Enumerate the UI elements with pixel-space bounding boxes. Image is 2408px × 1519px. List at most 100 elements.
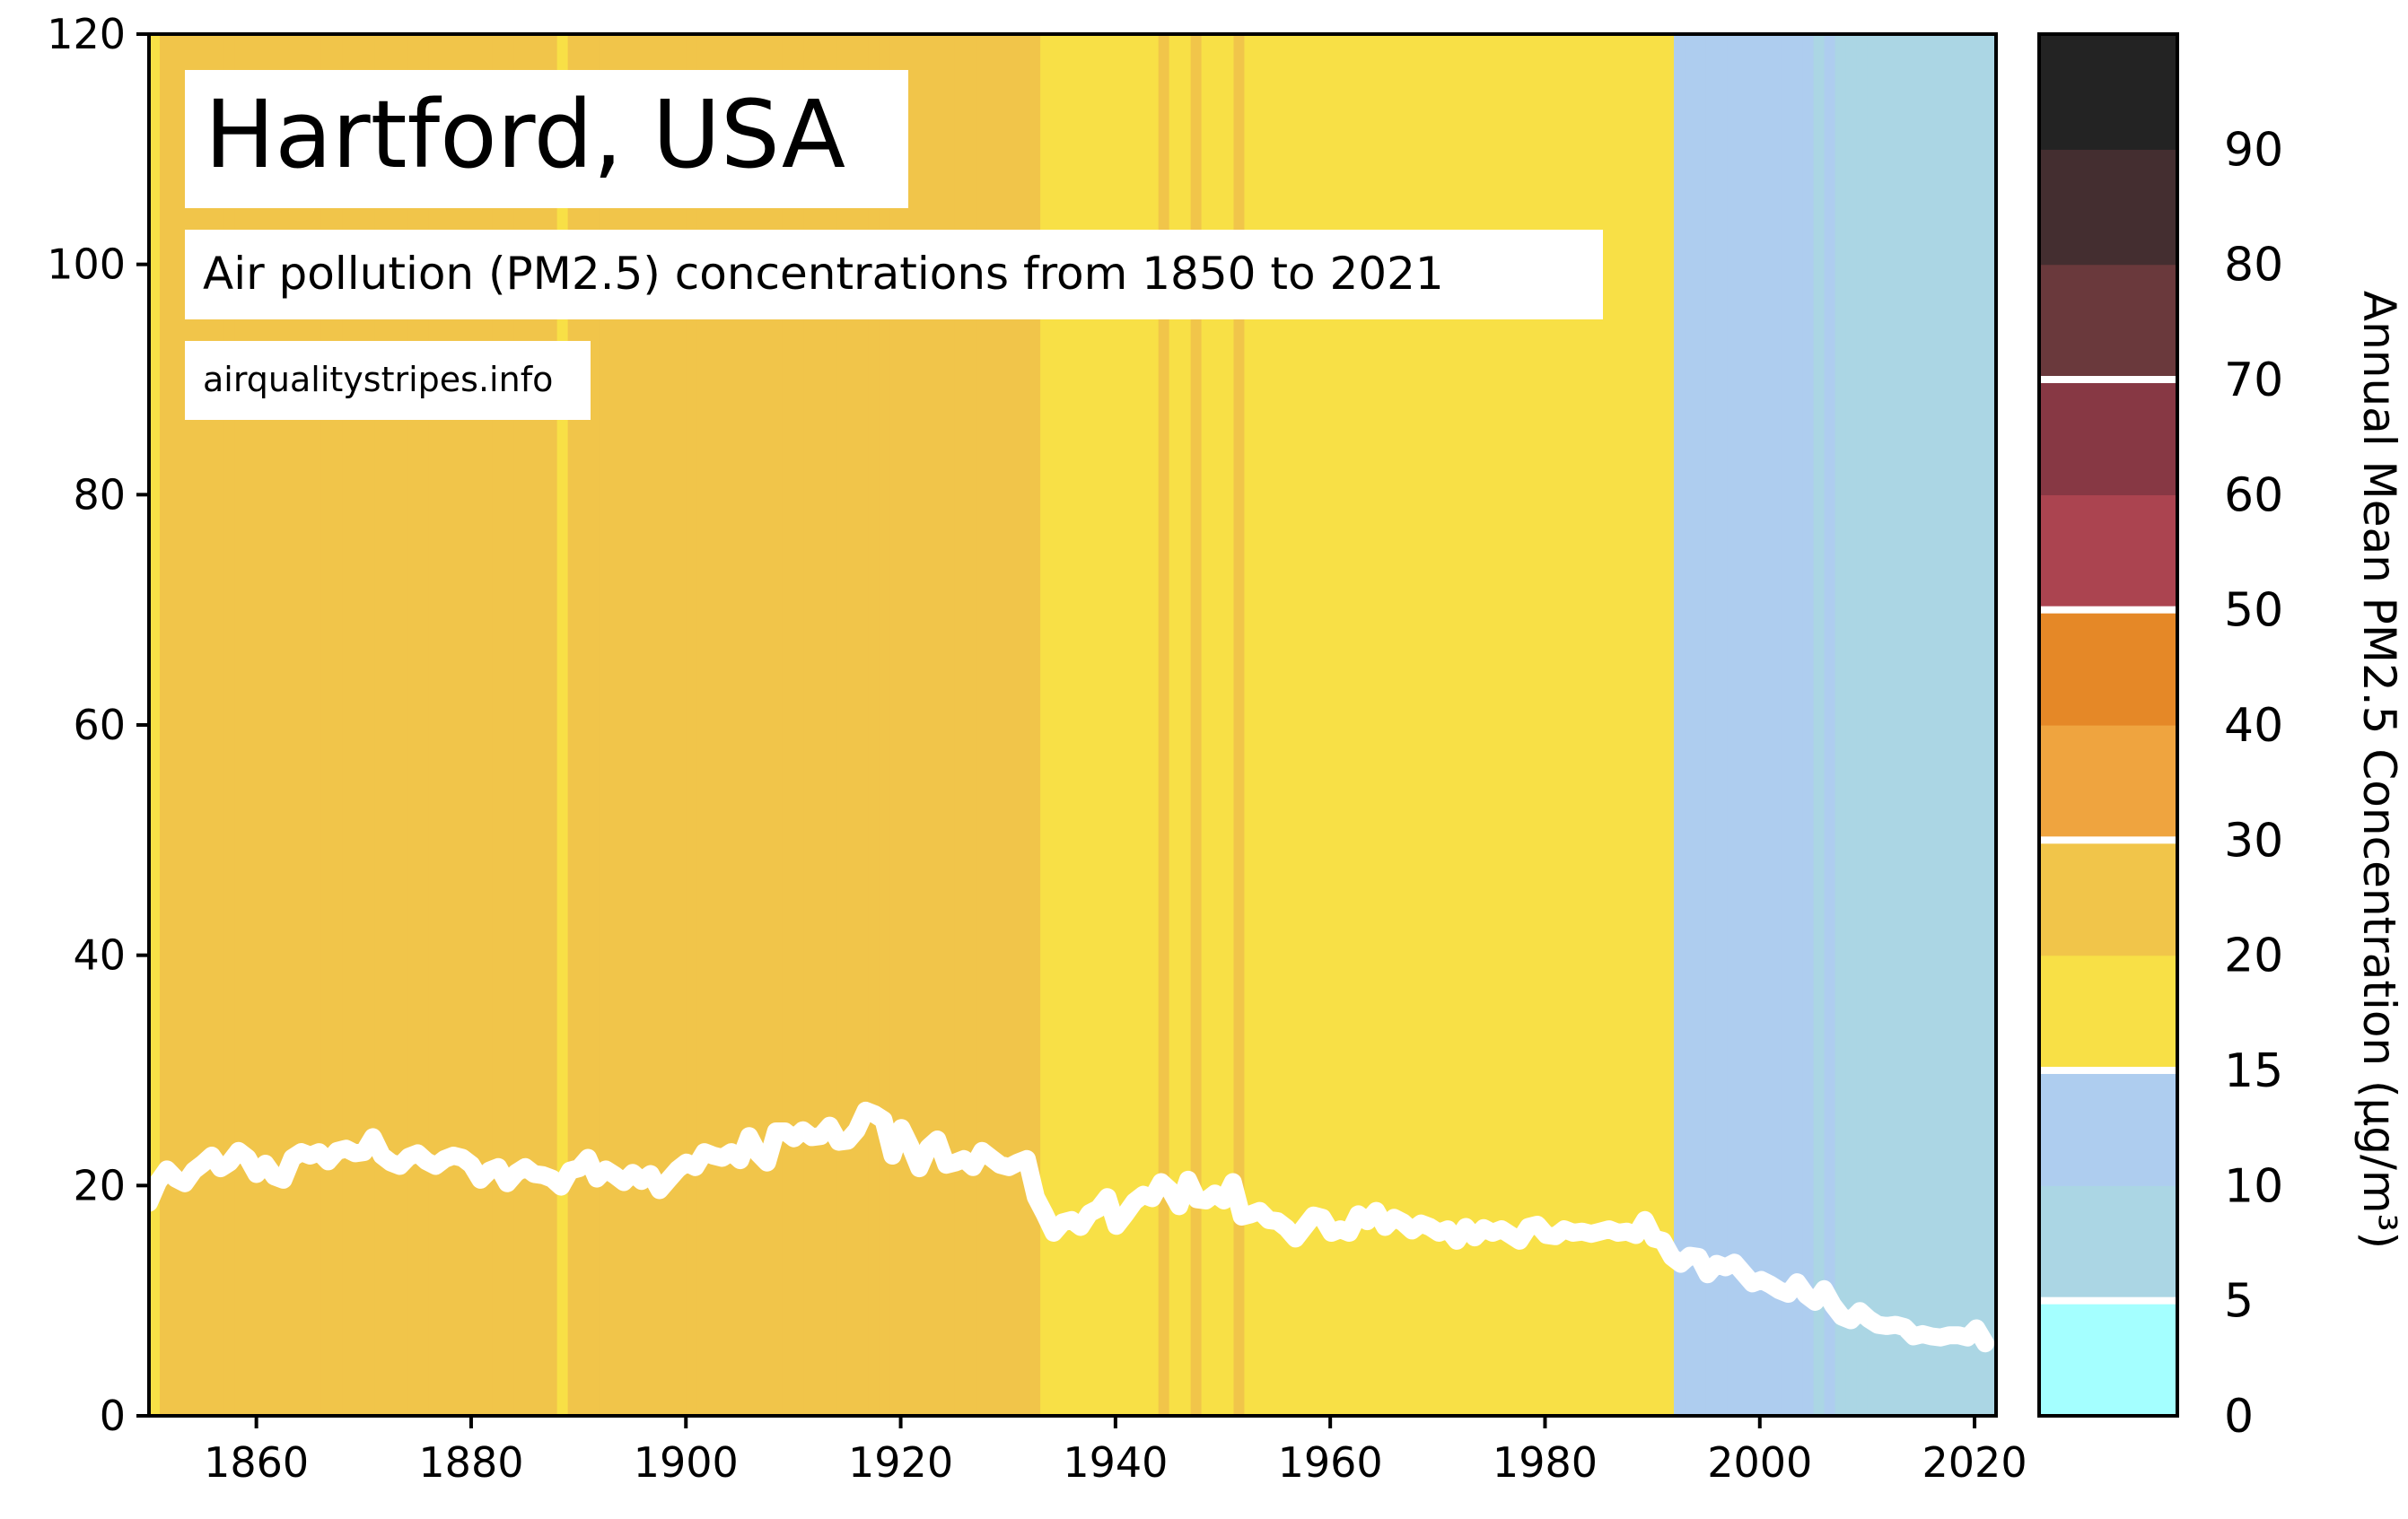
year-stripe	[1276, 34, 1288, 1416]
year-stripe	[1534, 34, 1546, 1416]
year-stripe	[965, 34, 976, 1416]
year-stripe	[1975, 34, 1986, 1416]
colorbar-band	[2039, 380, 2177, 495]
year-stripe	[1824, 34, 1836, 1416]
year-stripe	[1298, 34, 1309, 1416]
year-stripe	[1588, 34, 1599, 1416]
year-stripe	[1512, 34, 1525, 1416]
colorbar-band	[2039, 725, 2177, 841]
year-stripe	[1694, 34, 1707, 1416]
year-stripe	[1685, 34, 1696, 1416]
year-stripe	[1147, 34, 1160, 1416]
year-stripe	[1845, 34, 1858, 1416]
year-stripe	[1663, 34, 1675, 1416]
year-stripe	[933, 34, 945, 1416]
year-stripe	[868, 34, 880, 1416]
year-stripe	[610, 34, 623, 1416]
colorbar-band	[2039, 609, 2177, 726]
colorbar-tick-label: 40	[2224, 699, 2283, 753]
year-stripe	[675, 34, 687, 1416]
year-stripe	[1169, 34, 1181, 1416]
year-stripe	[1115, 34, 1127, 1416]
year-stripe	[1352, 34, 1363, 1416]
year-stripe	[943, 34, 955, 1416]
year-stripe	[1878, 34, 1889, 1416]
year-stripe	[1426, 34, 1439, 1416]
year-stripe	[1899, 34, 1911, 1416]
year-stripe	[1652, 34, 1664, 1416]
year-stripe	[1383, 34, 1396, 1416]
year-stripe	[1705, 34, 1718, 1416]
year-stripe	[1716, 34, 1729, 1416]
year-stripe	[1921, 34, 1932, 1416]
year-stripe	[1330, 34, 1342, 1416]
y-tick-label: 40	[73, 931, 126, 980]
colorbar-frame	[2037, 32, 2179, 1418]
year-stripe	[771, 34, 784, 1416]
year-stripe	[589, 34, 601, 1416]
colorbar-tick-label: 80	[2224, 239, 2283, 292]
x-tick-label: 1880	[418, 1438, 523, 1487]
year-stripe	[632, 34, 644, 1416]
pm25-line	[140, 1101, 1994, 1353]
year-stripe	[1201, 34, 1213, 1416]
year-stripe	[1813, 34, 1826, 1416]
year-stripe	[1008, 34, 1020, 1416]
year-stripe	[1458, 34, 1471, 1416]
year-stripe	[825, 34, 837, 1416]
year-stripe	[1179, 34, 1192, 1416]
x-tick-label: 1920	[848, 1438, 953, 1487]
colorbar: 0 5 10 15 20 30 40 50 60 70 80 90	[2037, 32, 2283, 1444]
y-tick-label: 20	[73, 1161, 126, 1209]
colorbar-band	[2039, 264, 2177, 380]
year-stripe	[1577, 34, 1589, 1416]
year-stripe	[1233, 34, 1246, 1416]
year-stripe	[1212, 34, 1224, 1416]
colorbar-separator	[2039, 836, 2177, 844]
year-stripe	[1073, 34, 1084, 1416]
year-stripe	[643, 34, 654, 1416]
year-stripe	[1415, 34, 1428, 1416]
year-stripe	[159, 34, 171, 1416]
year-stripe	[1555, 34, 1567, 1416]
year-stripe	[1136, 34, 1149, 1416]
year-stripe	[1738, 34, 1750, 1416]
year-stripe	[750, 34, 762, 1416]
y-tick-label: 80	[73, 470, 126, 519]
year-stripe	[664, 34, 676, 1416]
year-stripe	[696, 34, 708, 1416]
colorbar-band	[2039, 1300, 2177, 1417]
year-stripe	[1834, 34, 1847, 1416]
year-stripe	[1244, 34, 1257, 1416]
year-stripe	[1802, 34, 1815, 1416]
year-stripe	[149, 34, 161, 1416]
year-stripe	[1502, 34, 1514, 1416]
year-stripe	[1019, 34, 1030, 1416]
year-stripe	[1082, 34, 1095, 1416]
year-stripe	[718, 34, 730, 1416]
year-stripe	[1255, 34, 1266, 1416]
year-stripe	[686, 34, 697, 1416]
colorbar-tick-label: 10	[2224, 1159, 2283, 1213]
year-stripe	[621, 34, 634, 1416]
colorbar-tick-label: 20	[2224, 930, 2283, 983]
year-stripe	[911, 34, 924, 1416]
year-stripe	[1062, 34, 1073, 1416]
year-stripe	[1674, 34, 1686, 1416]
chart-subtitle: Air pollution (PM2.5) concentrations fro…	[203, 248, 1444, 300]
colorbar-band	[2039, 1185, 2177, 1302]
year-stripe	[1309, 34, 1320, 1416]
year-stripe	[1545, 34, 1557, 1416]
year-stripe	[1373, 34, 1385, 1416]
year-stripe	[1910, 34, 1922, 1416]
year-stripe	[1931, 34, 1943, 1416]
year-stripe	[1341, 34, 1353, 1416]
chart-title: Hartford, USA	[205, 80, 845, 189]
year-stripe	[1566, 34, 1578, 1416]
colorbar-separator	[2039, 1067, 2177, 1074]
year-stripe	[803, 34, 816, 1416]
year-stripe	[1727, 34, 1739, 1416]
x-tick-label: 1900	[634, 1438, 739, 1487]
year-stripe	[1093, 34, 1106, 1416]
